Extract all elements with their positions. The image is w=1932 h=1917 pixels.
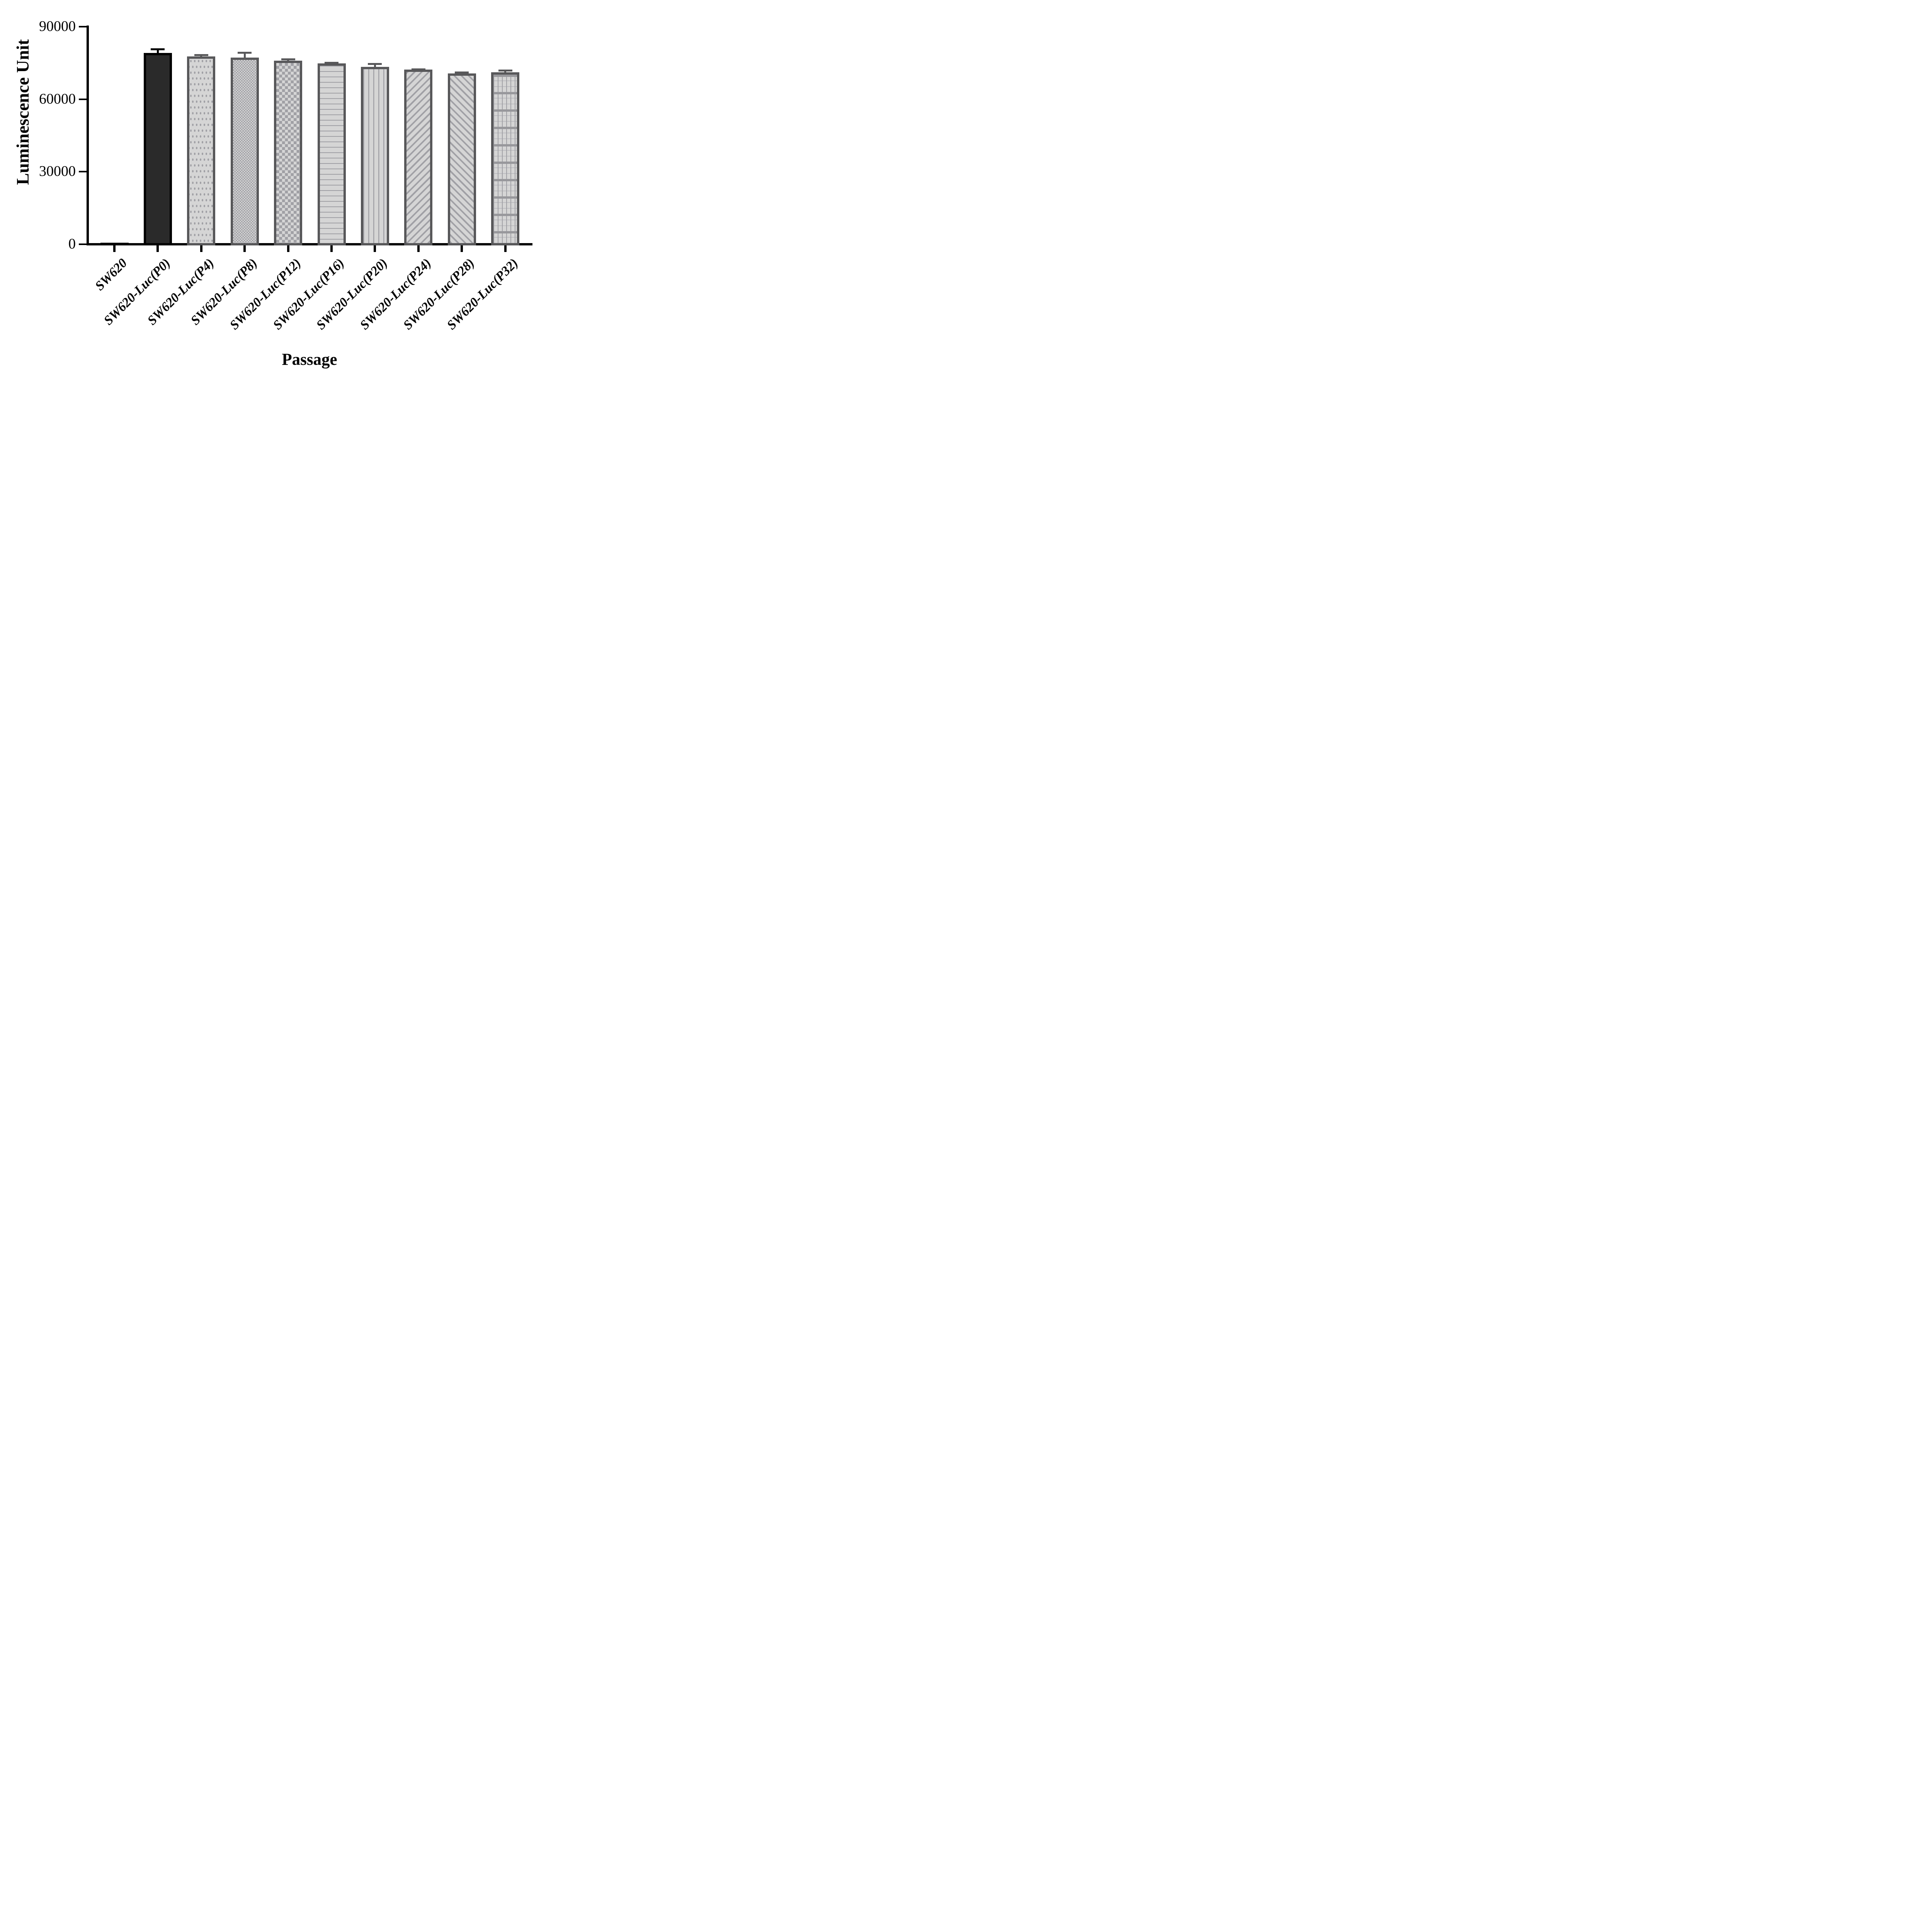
y-tick-label: 0 — [68, 236, 76, 252]
y-tick-label: 90000 — [39, 18, 76, 34]
plot-area: 90000 60000 30000 0 SW620 SW620-Luc(P0) SW620… — [0, 0, 551, 383]
x-tick-mark — [330, 245, 333, 252]
error-bar-cap — [368, 63, 382, 65]
bar — [230, 58, 259, 245]
bar — [404, 70, 433, 245]
x-axis-title: Passage — [282, 351, 337, 369]
y-tick-mark — [79, 243, 87, 245]
y-axis-line — [87, 26, 89, 245]
y-tick-label: 60000 — [39, 90, 76, 107]
x-tick-mark — [113, 245, 116, 252]
error-bar-cap — [194, 54, 208, 56]
x-tick-mark — [243, 245, 246, 252]
error-bar-stem — [243, 52, 246, 59]
x-tick-mark — [374, 245, 376, 252]
error-bar-cap — [281, 58, 295, 61]
bar — [447, 73, 476, 245]
y-tick-mark — [79, 171, 87, 173]
error-bar-cap — [151, 48, 165, 51]
x-tick-mark — [504, 245, 507, 252]
error-bar-stem — [156, 48, 159, 54]
error-bar-cap — [238, 52, 252, 54]
bar — [491, 72, 520, 245]
error-bar-cap — [455, 72, 469, 74]
bar — [361, 66, 389, 245]
bar — [100, 243, 129, 245]
bar — [187, 56, 216, 245]
y-tick-mark — [79, 98, 87, 100]
y-tick-mark — [79, 26, 87, 27]
error-bar-cap — [411, 68, 425, 70]
x-tick-mark — [461, 245, 463, 252]
x-tick-mark — [156, 245, 159, 252]
bar-chart-figure: Luminescence Unit 90000 60000 30000 0 SW620… — [0, 0, 551, 383]
error-bar-stem — [374, 63, 376, 68]
y-tick-label: 30000 — [39, 163, 76, 180]
error-bar-cap — [498, 69, 512, 72]
x-tick-mark — [287, 245, 289, 252]
bar — [274, 60, 303, 245]
error-bar-cap — [325, 62, 338, 64]
x-tick-mark — [417, 245, 420, 252]
bar — [143, 53, 172, 245]
bar — [317, 63, 346, 245]
x-tick-mark — [200, 245, 202, 252]
x-axis-line — [87, 243, 532, 245]
